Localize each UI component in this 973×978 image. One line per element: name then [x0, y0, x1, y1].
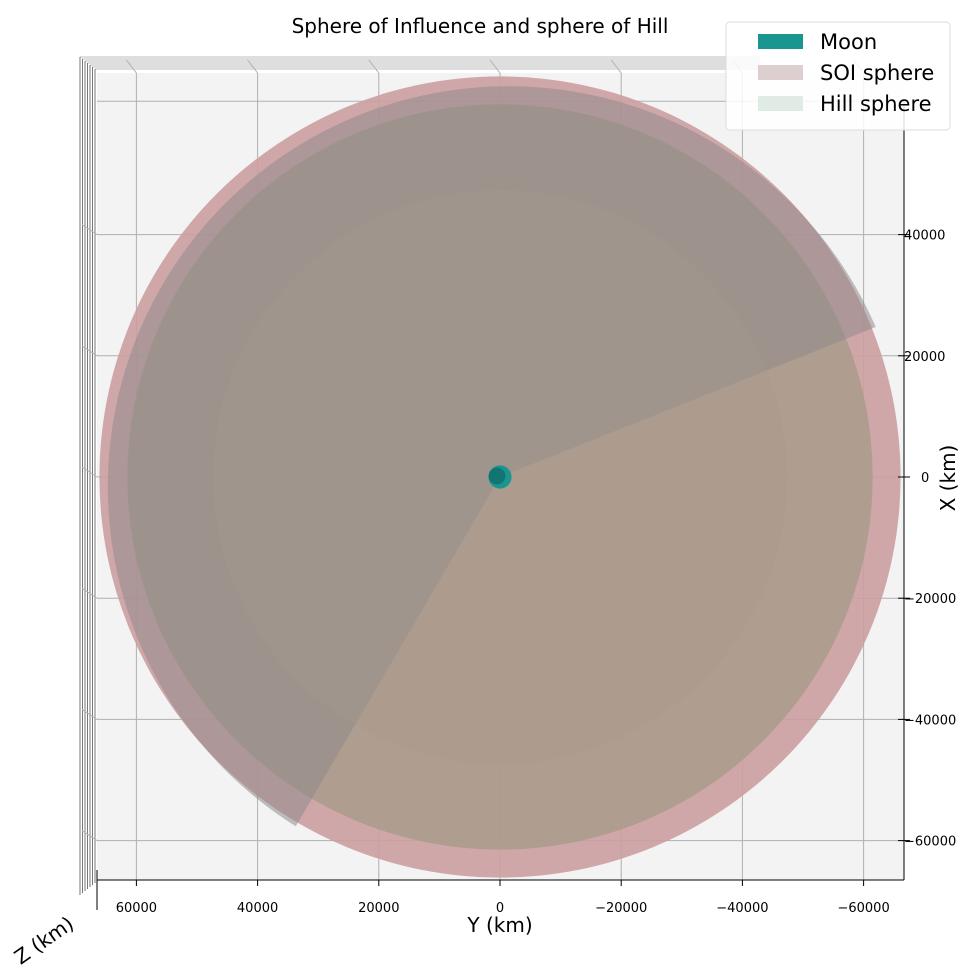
y-tick-label: −20000	[595, 901, 647, 916]
y-tick-label: 40000	[237, 901, 278, 916]
legend: Moon SOI sphere Hill sphere	[725, 21, 951, 131]
grid-line	[81, 830, 98, 842]
y-tick-label: 60000	[116, 901, 157, 916]
spheres	[99, 76, 901, 878]
x-tick-label: −20000	[904, 592, 956, 607]
soi-shaded-facets	[107, 86, 876, 827]
grid-line	[368, 59, 380, 74]
x-tick-label: 40000	[904, 229, 945, 244]
y-tick-label: 0	[496, 901, 504, 916]
grid-line	[247, 59, 258, 74]
grid-line	[489, 59, 501, 74]
grid-line	[81, 345, 98, 357]
legend-label: SOI sphere	[820, 61, 934, 85]
legend-swatch	[758, 65, 803, 80]
grid-line	[81, 708, 98, 720]
z-axis-label: Z (km)	[10, 911, 78, 969]
y-axis-label: Y (km)	[466, 913, 532, 937]
grid-line	[81, 224, 98, 236]
x-tick-label: 20000	[904, 350, 945, 365]
x-axis-label: X (km)	[936, 445, 960, 512]
x-tick-label: −60000	[904, 835, 956, 850]
grid-line	[81, 587, 98, 599]
legend-label: Moon	[820, 30, 877, 54]
x-tick-label: 0	[921, 471, 929, 486]
moon-shading	[488, 467, 506, 485]
grid-line	[126, 59, 137, 74]
x-tick-label: −40000	[904, 713, 956, 728]
y-axis-ticks: 60000 40000 20000 0 −20000 −40000 −60000	[116, 880, 890, 916]
legend-label: Hill sphere	[820, 92, 932, 116]
y-tick-label: 20000	[358, 901, 399, 916]
y-tick-label: −60000	[837, 901, 889, 916]
grid-line	[610, 59, 622, 74]
y-tick-label: −40000	[716, 901, 768, 916]
legend-swatch	[758, 34, 803, 49]
grid-line	[81, 466, 98, 478]
chart-title: Sphere of Influence and sphere of Hill	[292, 14, 669, 38]
x-axis-ticks: 40000 20000 0 −20000 −40000 −60000	[898, 229, 956, 850]
legend-swatch	[758, 96, 803, 111]
